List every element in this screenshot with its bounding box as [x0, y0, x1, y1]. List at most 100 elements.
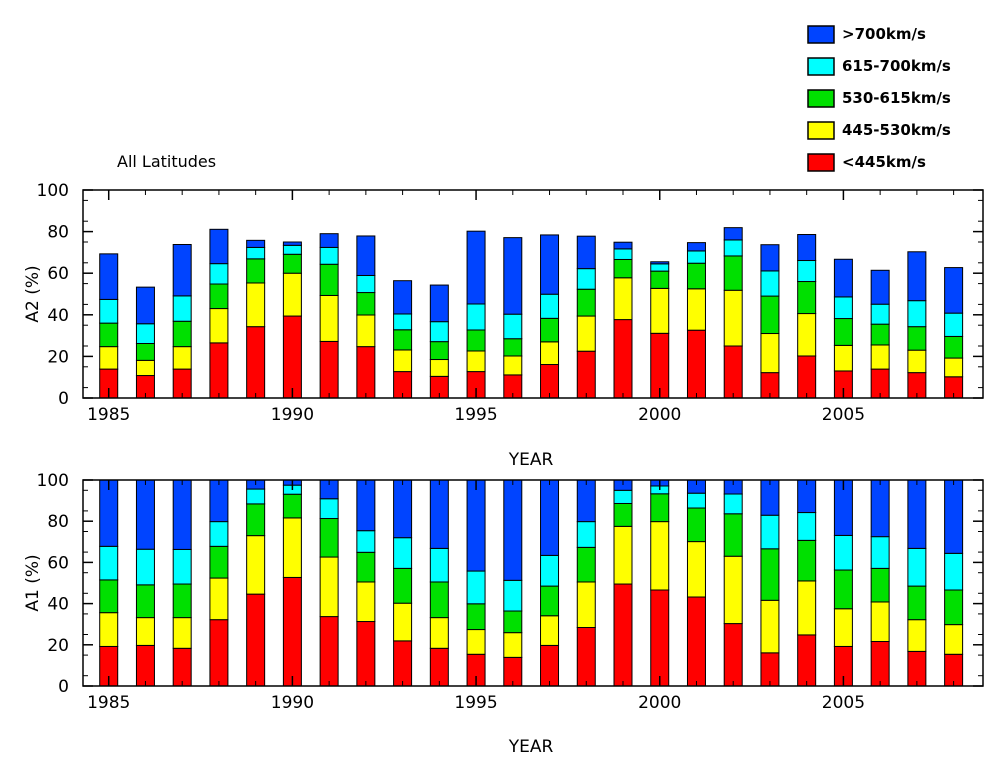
- bar-segment: [466, 629, 486, 655]
- bar-segment: [870, 303, 890, 325]
- bar-segment: [466, 479, 486, 572]
- bar-segment: [760, 244, 780, 272]
- bar-segment: [797, 234, 817, 262]
- bar-segment: [576, 315, 596, 352]
- y-tick-label: 100: [37, 471, 69, 491]
- bar-segment: [613, 248, 633, 260]
- bar-segment: [944, 335, 964, 359]
- x-tick-label: 1995: [454, 405, 497, 425]
- bar-segment: [282, 576, 302, 687]
- legend-label: 445-530km/s: [842, 121, 951, 139]
- bar-segment: [503, 237, 523, 315]
- bar-segment: [576, 521, 596, 548]
- bar-segment: [613, 277, 633, 321]
- bar-segment: [319, 340, 339, 399]
- bar-segment: [833, 318, 853, 346]
- legend-swatch: [807, 153, 835, 172]
- bar-segment: [907, 479, 927, 549]
- bar-segment: [686, 492, 706, 509]
- bar-segment: [356, 551, 376, 583]
- bar-segment: [650, 521, 670, 591]
- bar-segment: [319, 556, 339, 618]
- bar-segment: [135, 479, 155, 550]
- bar-segment: [99, 545, 119, 581]
- bar-segment: [613, 319, 633, 399]
- legend-label: 615-700km/s: [842, 57, 951, 75]
- bar-segment: [907, 547, 927, 587]
- bar-segment: [356, 314, 376, 348]
- plot-frame: [82, 189, 984, 399]
- y-tick-label: 40: [47, 595, 69, 615]
- bar-segment: [760, 295, 780, 335]
- bar-segment: [944, 589, 964, 626]
- x-tick-label: 1985: [87, 693, 130, 713]
- bar-segment: [466, 303, 486, 331]
- bar-segment: [356, 479, 376, 532]
- y-tick-label: 0: [58, 677, 69, 697]
- bar-segment: [870, 323, 890, 346]
- bar-segment: [503, 579, 523, 612]
- bar-segment: [356, 621, 376, 687]
- bar-segment: [723, 227, 743, 241]
- bar-segment: [319, 518, 339, 558]
- legend-swatch: [807, 89, 835, 108]
- bar-segment: [576, 288, 596, 317]
- bar-segment: [503, 479, 523, 581]
- y-axis-label: A1 (%): [23, 554, 43, 611]
- bar-segment: [503, 632, 523, 658]
- bar-segment: [393, 280, 413, 315]
- y-axis-label: A2 (%): [23, 265, 43, 322]
- bar-segment: [429, 581, 449, 619]
- bar-segment: [723, 555, 743, 625]
- bar-segment: [540, 554, 560, 587]
- bar-segment: [760, 270, 780, 297]
- legend-swatch: [807, 25, 835, 44]
- bar-segment: [760, 479, 780, 516]
- bar-segment: [540, 234, 560, 295]
- bar-segment: [650, 270, 670, 289]
- bar-segment: [686, 262, 706, 290]
- bar-segment: [944, 312, 964, 337]
- bar-segment: [319, 498, 339, 520]
- x-tick-label: 1995: [454, 693, 497, 713]
- bar-segment: [540, 317, 560, 343]
- y-tick-label: 100: [37, 181, 69, 201]
- bar-segment: [356, 274, 376, 294]
- bar-segment: [540, 585, 560, 617]
- bar-segment: [503, 610, 523, 634]
- bar-segment: [246, 326, 266, 399]
- bar-segment: [723, 289, 743, 347]
- legend-label: 530-615km/s: [842, 89, 951, 107]
- legend-label: <445km/s: [842, 153, 926, 171]
- bar-segment: [393, 567, 413, 604]
- bar-segment: [723, 623, 743, 687]
- bar-segment: [907, 326, 927, 351]
- bar-segment: [246, 282, 266, 328]
- bar-segment: [576, 268, 596, 290]
- bar-segment: [907, 585, 927, 621]
- bar-segment: [907, 300, 927, 328]
- bar-segment: [503, 355, 523, 376]
- bar-segment: [282, 253, 302, 274]
- x-tick-label: 2000: [638, 693, 681, 713]
- bar-segment: [99, 346, 119, 370]
- bar-segment: [797, 281, 817, 315]
- bar-segment: [870, 269, 890, 305]
- bar-segment: [686, 250, 706, 264]
- bar-segment: [797, 634, 817, 687]
- bar-segment: [870, 479, 890, 538]
- bar-segment: [870, 567, 890, 603]
- bar-segment: [282, 241, 302, 246]
- bar-segment: [650, 263, 670, 272]
- bar-segment: [833, 608, 853, 647]
- bar-segment: [319, 263, 339, 296]
- bar-segment: [135, 359, 155, 377]
- bar-segment: [135, 548, 155, 586]
- bar-segment: [870, 344, 890, 370]
- bar-segment: [99, 253, 119, 300]
- bar-segment: [540, 479, 560, 556]
- bar-segment: [246, 503, 266, 537]
- bar-segment: [282, 272, 302, 317]
- x-tick-label: 2005: [822, 405, 865, 425]
- bar-segment: [833, 258, 853, 298]
